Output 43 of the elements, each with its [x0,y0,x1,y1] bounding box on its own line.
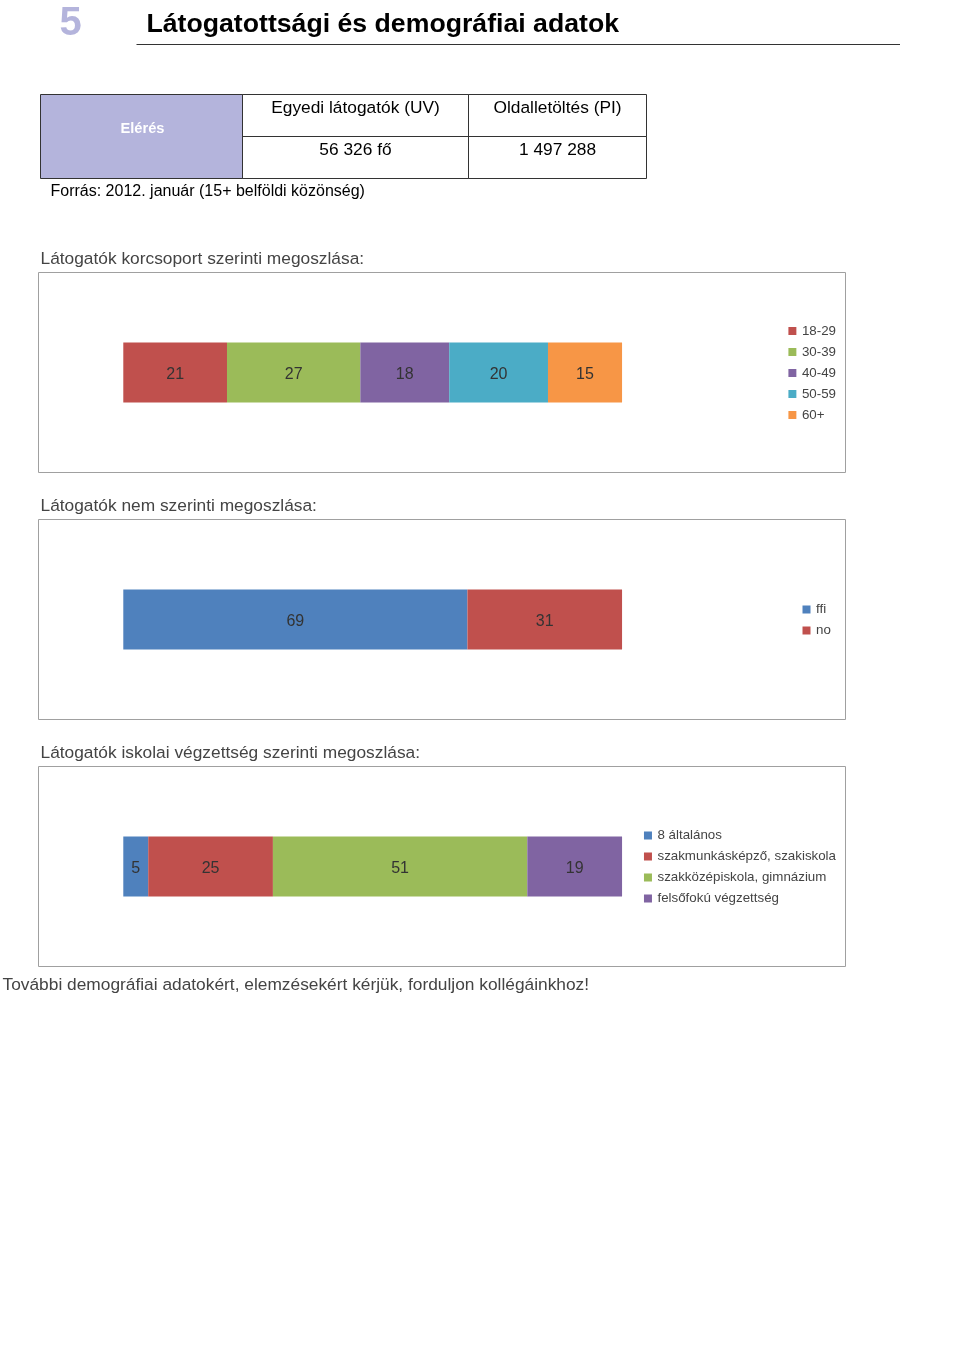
bar [527,836,623,897]
legend-label: szakmunkásképző, szakiskola [657,848,836,863]
text: További demográfiai adatokért, elemzésekért kérjük, forduljon kollégáinkhoz! [2,973,590,994]
text: Látogatottsági és demográfiai adatok [146,7,620,38]
data-label: 20 [489,364,508,382]
legend-label: 60+ [801,406,825,422]
chart-title: Látogatók korcsoport szerinti megoszlása: [40,247,365,268]
bar [449,342,548,403]
data-label: 31 [535,611,554,629]
data-label: 69 [286,611,305,629]
data-label: 21 [166,364,185,382]
data-label: 18 [395,364,414,382]
legend-label: szakközépiskola, gimnázium [657,869,827,884]
data-label: 15 [576,364,595,382]
legend-label: felsőfokú végzettség [657,890,779,905]
data-label: 51 [391,858,410,876]
text: Forrás: 2012. január (15+ belföldi közönség) [50,182,365,199]
text: Elérés [120,119,165,136]
text: Egyedi látogatók (UV) [271,96,440,117]
text: Oldalletöltés (PI) [493,96,622,117]
bar [226,342,361,403]
text: 1 497 288 [518,138,597,159]
data-label: 19 [565,858,584,876]
legend-label: 18-29 [801,322,836,338]
data-label: 27 [284,364,303,382]
legend-label: 50-59 [801,385,836,401]
legend-label: 40-49 [801,364,836,380]
data-label: 5 [131,858,141,876]
text: 5 [59,0,82,43]
text: 56 326 fő [319,138,392,159]
bar [547,342,623,403]
bar [272,836,528,897]
legend-label: 30-39 [801,343,836,359]
legend-label: ffi [816,601,828,616]
chart-title: Látogatók iskolai végzettség szerinti megoszlása: [40,741,420,762]
bar [148,836,273,897]
bar [360,342,450,403]
bar [123,342,227,403]
chart-title: Látogatók nem szerinti megoszlása: [40,494,317,515]
data-label: 25 [201,858,220,876]
legend-label: 8 általános [657,827,722,842]
legend-label: no [816,622,832,637]
bar [123,836,149,897]
